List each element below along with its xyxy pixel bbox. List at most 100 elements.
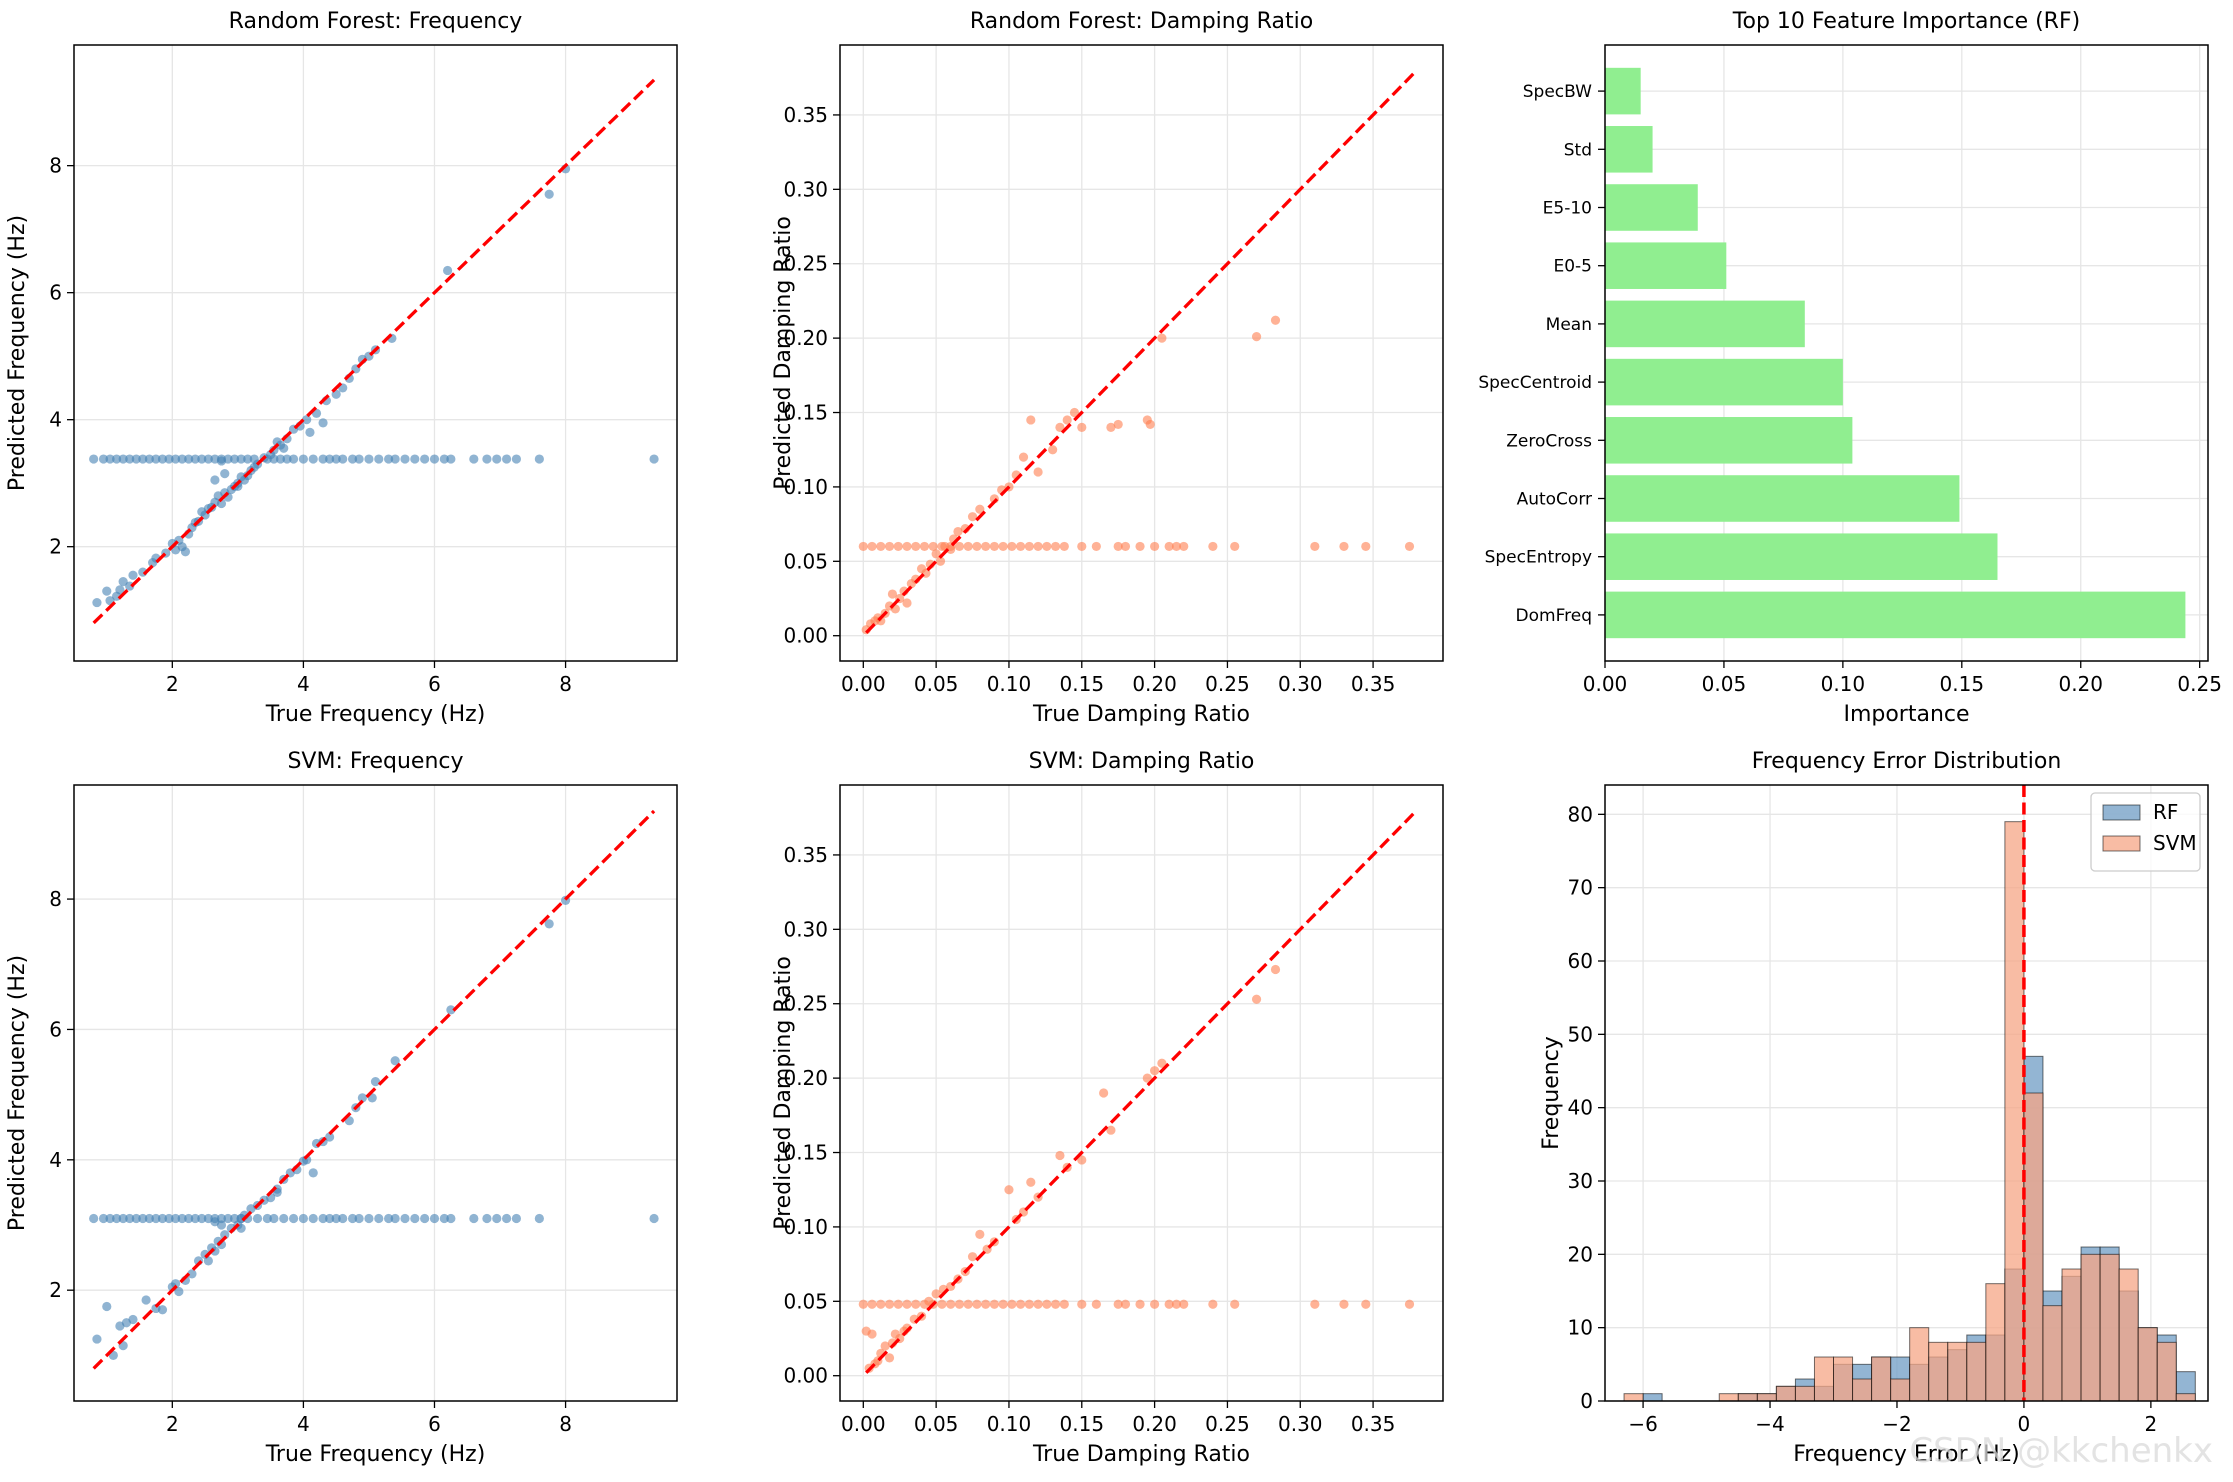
hist-bar-svm [2004,821,2025,1402]
x-tick-label: 0.35 [1351,672,1396,696]
bar-domfreq [1605,591,2186,639]
y-tick-label: DomFreq [1516,606,1592,626]
y-tick-label: 40 [1568,1096,1593,1120]
data-point [102,586,112,596]
y-axis-label: Predicted Frequency (Hz) [5,215,30,491]
data-point [243,454,253,464]
axes-frame [73,784,678,1402]
data-point [469,454,479,464]
data-point [1270,964,1281,975]
data-point [262,1213,272,1224]
data-point [1042,541,1052,552]
data-point [544,919,554,929]
data-point [511,1213,522,1224]
data-point [469,1213,479,1224]
data-point [305,427,315,437]
x-tick-label: 2 [166,1412,179,1436]
hist-bar-svm [2080,1253,2101,1402]
hist-bar-svm [1947,1341,1968,1402]
data-point [131,454,141,464]
y-tick-label: 4 [49,408,62,432]
x-tick-label: 0.20 [1132,672,1177,696]
data-point [975,1229,985,1239]
bar-specbw [1605,67,1641,115]
data-point [1251,994,1262,1004]
y-tick-label: 8 [49,154,62,178]
y-tick-label: 0.20 [783,1066,828,1090]
data-point [931,1289,941,1299]
axes-frame [839,44,1444,662]
hist-bar-svm [2137,1327,2158,1402]
data-point [105,1213,115,1224]
chart-title: Random Forest: Damping Ratio [970,9,1313,34]
data-point [157,1213,168,1224]
y-tick-label: 0.10 [783,1215,828,1239]
y-tick-label: 0 [1580,1389,1593,1413]
data-point [318,1213,328,1224]
chart-title: Random Forest: Frequency [229,9,523,34]
data-point [347,454,358,464]
y-tick-label: 0.10 [783,475,828,499]
x-tick-label: 8 [559,1412,572,1436]
data-point [210,1213,220,1224]
hist-bar-svm [2061,1268,2082,1402]
x-axis-label: Frequency Error (Hz) [1793,1442,2020,1467]
data-point [1026,415,1036,425]
data-point [858,1299,868,1309]
hist-bar-svm [1833,1356,1854,1402]
data-point [1179,541,1189,552]
data-point [884,541,895,552]
x-tick-label: 0 [2018,1412,2031,1436]
data-point [1113,419,1123,430]
data-point [190,1213,200,1224]
y-tick-label: 20 [1568,1242,1593,1266]
chart-svm_damp: SVM: Damping Ratio 0.00 0.05 0.10 0.15 0.20 0.… [771,749,1444,1467]
data-point [989,1299,999,1309]
y-tick-label: 2 [49,535,62,559]
legend-label: SVM [2153,831,2197,855]
data-point [374,1213,384,1224]
data-point [354,1213,364,1224]
data-point [1077,1155,1087,1165]
data-point [902,541,912,552]
data-point [1059,1299,1069,1309]
data-point [963,541,973,552]
data-point [1251,332,1262,342]
data-point [534,1213,544,1224]
data-point [141,1295,151,1305]
data-point [1142,1073,1152,1083]
data-point [118,454,128,464]
y-tick-label: 0.00 [783,1364,828,1388]
ideal-fit-line [865,812,1416,1374]
data-point [390,454,400,464]
x-axis-label: Importance [1843,702,1969,727]
data-point [946,1299,956,1309]
hist-bar-svm [1775,1385,1796,1402]
data-point [331,1213,341,1224]
data-point [649,454,659,464]
watermark-text: CSDN @kkchenkx [1909,1431,2213,1471]
data-point [534,454,544,464]
data-point [269,454,279,464]
data-point [1145,419,1155,430]
bar-e0-5 [1605,242,1727,289]
data-point [989,541,999,552]
data-point [439,1213,449,1224]
data-point [1055,422,1065,432]
data-point [318,418,328,428]
data-point [1270,315,1281,325]
ideal-fit-line [92,809,656,1370]
data-point [1361,541,1371,552]
data-point [1007,1299,1017,1309]
x-tick-label: 0.20 [2058,672,2103,696]
x-tick-label: 0.15 [1060,672,1105,696]
data-point [919,1299,930,1309]
data-point [105,454,115,464]
x-tick-label: 0.05 [1702,672,1747,696]
data-point [439,454,449,464]
data-point [967,1252,978,1262]
x-axis-label: True Frequency (Hz) [265,702,486,727]
legend-label: RF [2153,800,2178,824]
y-tick-label: 6 [49,281,62,305]
hist-bar-svm [1794,1385,1815,1402]
